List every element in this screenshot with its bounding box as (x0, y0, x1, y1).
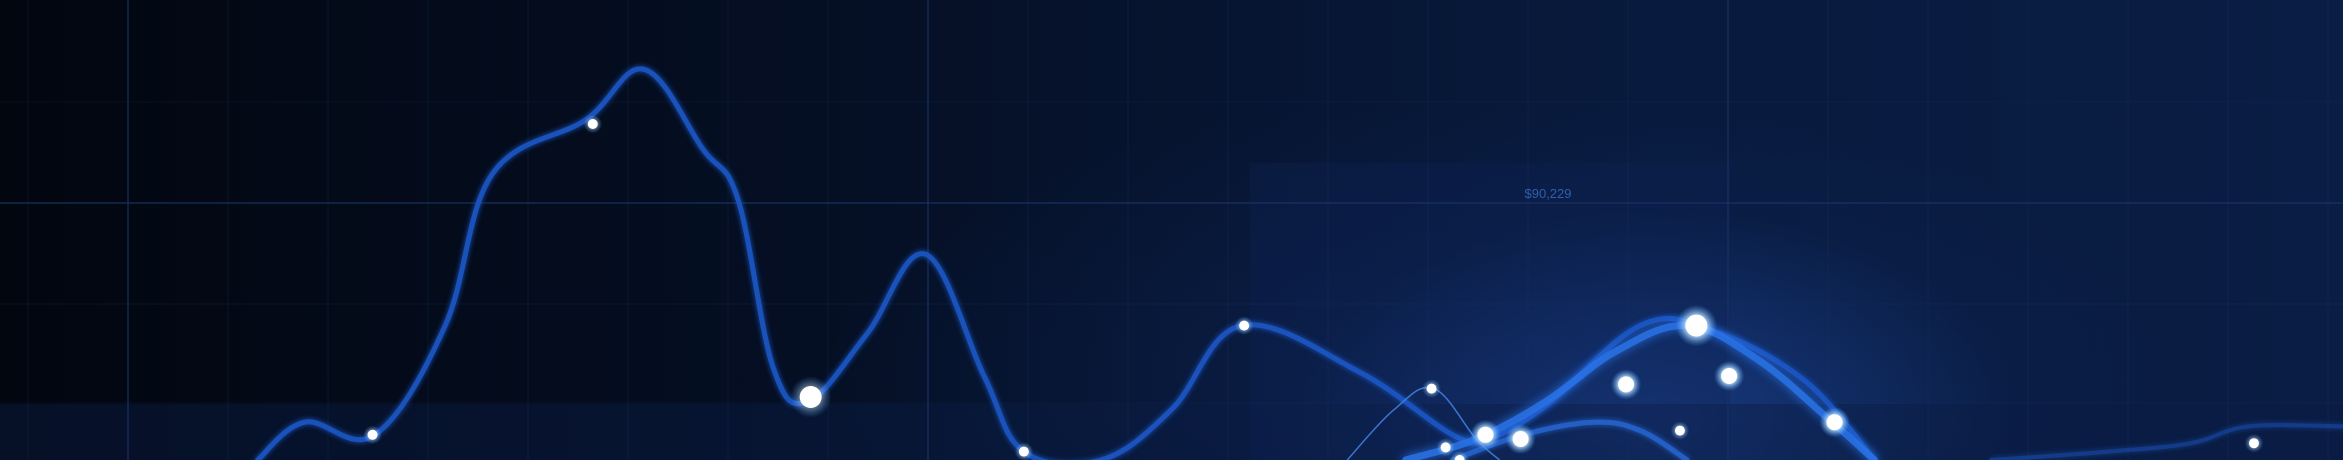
data-point (1018, 446, 1029, 457)
data-point (1454, 455, 1465, 460)
background-panel-right (1250, 163, 1730, 460)
data-point (1618, 376, 1635, 393)
data-point (1477, 426, 1494, 443)
background-panel-lower (0, 404, 2343, 460)
data-point (2248, 438, 2259, 449)
data-point (799, 386, 822, 408)
data-point (367, 429, 378, 440)
value-annotation: $90,229 (1525, 186, 1572, 201)
data-point (1239, 320, 1250, 331)
series-line-1 (255, 66, 1877, 460)
data-point (1721, 368, 1738, 384)
data-point (587, 119, 598, 129)
series-markers (363, 114, 2264, 460)
data-point (1426, 383, 1437, 394)
data-point (1440, 442, 1451, 453)
data-point (1685, 314, 1708, 337)
data-point (1826, 414, 1843, 431)
data-point (1512, 431, 1529, 447)
data-point (1674, 425, 1685, 436)
series-line-5 (1989, 423, 2343, 460)
